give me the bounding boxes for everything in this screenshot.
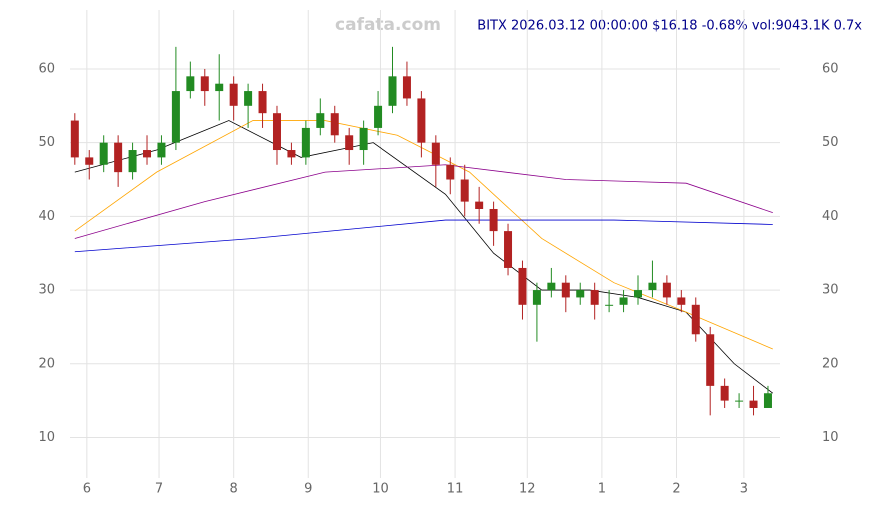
x-tick-label: 8 <box>230 482 238 497</box>
y-tick-label: 30 <box>38 283 55 298</box>
candle-body <box>258 91 267 114</box>
candle-body <box>504 231 513 268</box>
candle-body <box>475 201 484 209</box>
x-tick-label: 3 <box>740 482 748 497</box>
candle-body <box>272 113 281 151</box>
candle-body <box>287 150 296 158</box>
candle-body <box>547 282 556 291</box>
candle-body <box>374 105 383 128</box>
candle-body <box>648 282 657 291</box>
candle-body <box>316 113 325 128</box>
x-tick-label: 11 <box>447 482 464 497</box>
candle-body <box>114 142 123 173</box>
y-tick-label-right: 10 <box>822 430 839 445</box>
candle-body <box>244 91 253 106</box>
candle-body <box>388 76 397 106</box>
candle-body <box>128 150 137 173</box>
candle-body <box>359 127 368 151</box>
candle-body <box>634 290 642 298</box>
candle-body <box>561 282 570 298</box>
x-tick-label: 1 <box>598 482 606 497</box>
moving-average <box>74 219 773 253</box>
candle-body <box>706 334 715 386</box>
candle-body <box>518 267 527 305</box>
x-tick-label: 7 <box>155 482 163 497</box>
y-tick-label-right: 20 <box>822 356 839 371</box>
moving-average <box>74 120 774 394</box>
candle-body <box>402 76 411 99</box>
candle-body <box>460 179 469 202</box>
candle-body <box>532 290 541 305</box>
candle-body <box>720 385 729 401</box>
candle-body <box>576 290 585 298</box>
candle-body <box>70 120 79 158</box>
y-tick-label-right: 40 <box>822 209 839 224</box>
candle-body <box>605 304 614 306</box>
y-tick-label-right: 30 <box>822 283 839 298</box>
x-tick-label: 12 <box>519 482 536 497</box>
candle-body <box>157 142 166 158</box>
y-tick-label: 20 <box>38 356 55 371</box>
candle-body <box>417 98 426 143</box>
x-tick-label: 10 <box>372 482 389 497</box>
x-tick-label: 2 <box>672 482 680 497</box>
candle-body <box>619 297 628 305</box>
candle-body <box>677 297 686 305</box>
candle-body <box>99 142 108 165</box>
candle-body <box>215 83 224 92</box>
candle-body <box>590 290 599 305</box>
candle-body <box>763 393 772 408</box>
candle-body <box>330 113 339 136</box>
moving-average <box>74 164 773 239</box>
candle-body <box>691 304 700 335</box>
y-tick-label: 10 <box>38 430 55 445</box>
x-tick-label: 6 <box>83 482 91 497</box>
candle-body <box>229 83 238 106</box>
candle-body <box>345 135 354 151</box>
candle-body <box>735 400 744 402</box>
candle-body <box>431 142 440 165</box>
y-tick-label-right: 60 <box>822 61 839 76</box>
y-tick-label: 60 <box>38 61 55 76</box>
chart-title: BITX 2026.03.12 00:00:00 $16.18 -0.68% v… <box>477 19 862 34</box>
y-tick-label: 50 <box>38 135 55 150</box>
y-tick-label-right: 50 <box>822 135 839 150</box>
candle-body <box>143 150 152 158</box>
candle-body <box>85 157 94 165</box>
candle-body <box>446 164 455 180</box>
x-tick-label: 9 <box>304 482 312 497</box>
moving-average <box>74 120 773 350</box>
candle-body <box>171 91 180 143</box>
candle-body <box>301 127 310 158</box>
watermark: cafata.com <box>335 15 441 35</box>
candle-body <box>186 76 195 92</box>
candle-body <box>749 400 758 408</box>
candle-body <box>662 282 671 298</box>
y-tick-label: 40 <box>38 209 55 224</box>
candle-body <box>489 208 498 232</box>
candle-body <box>200 76 209 92</box>
